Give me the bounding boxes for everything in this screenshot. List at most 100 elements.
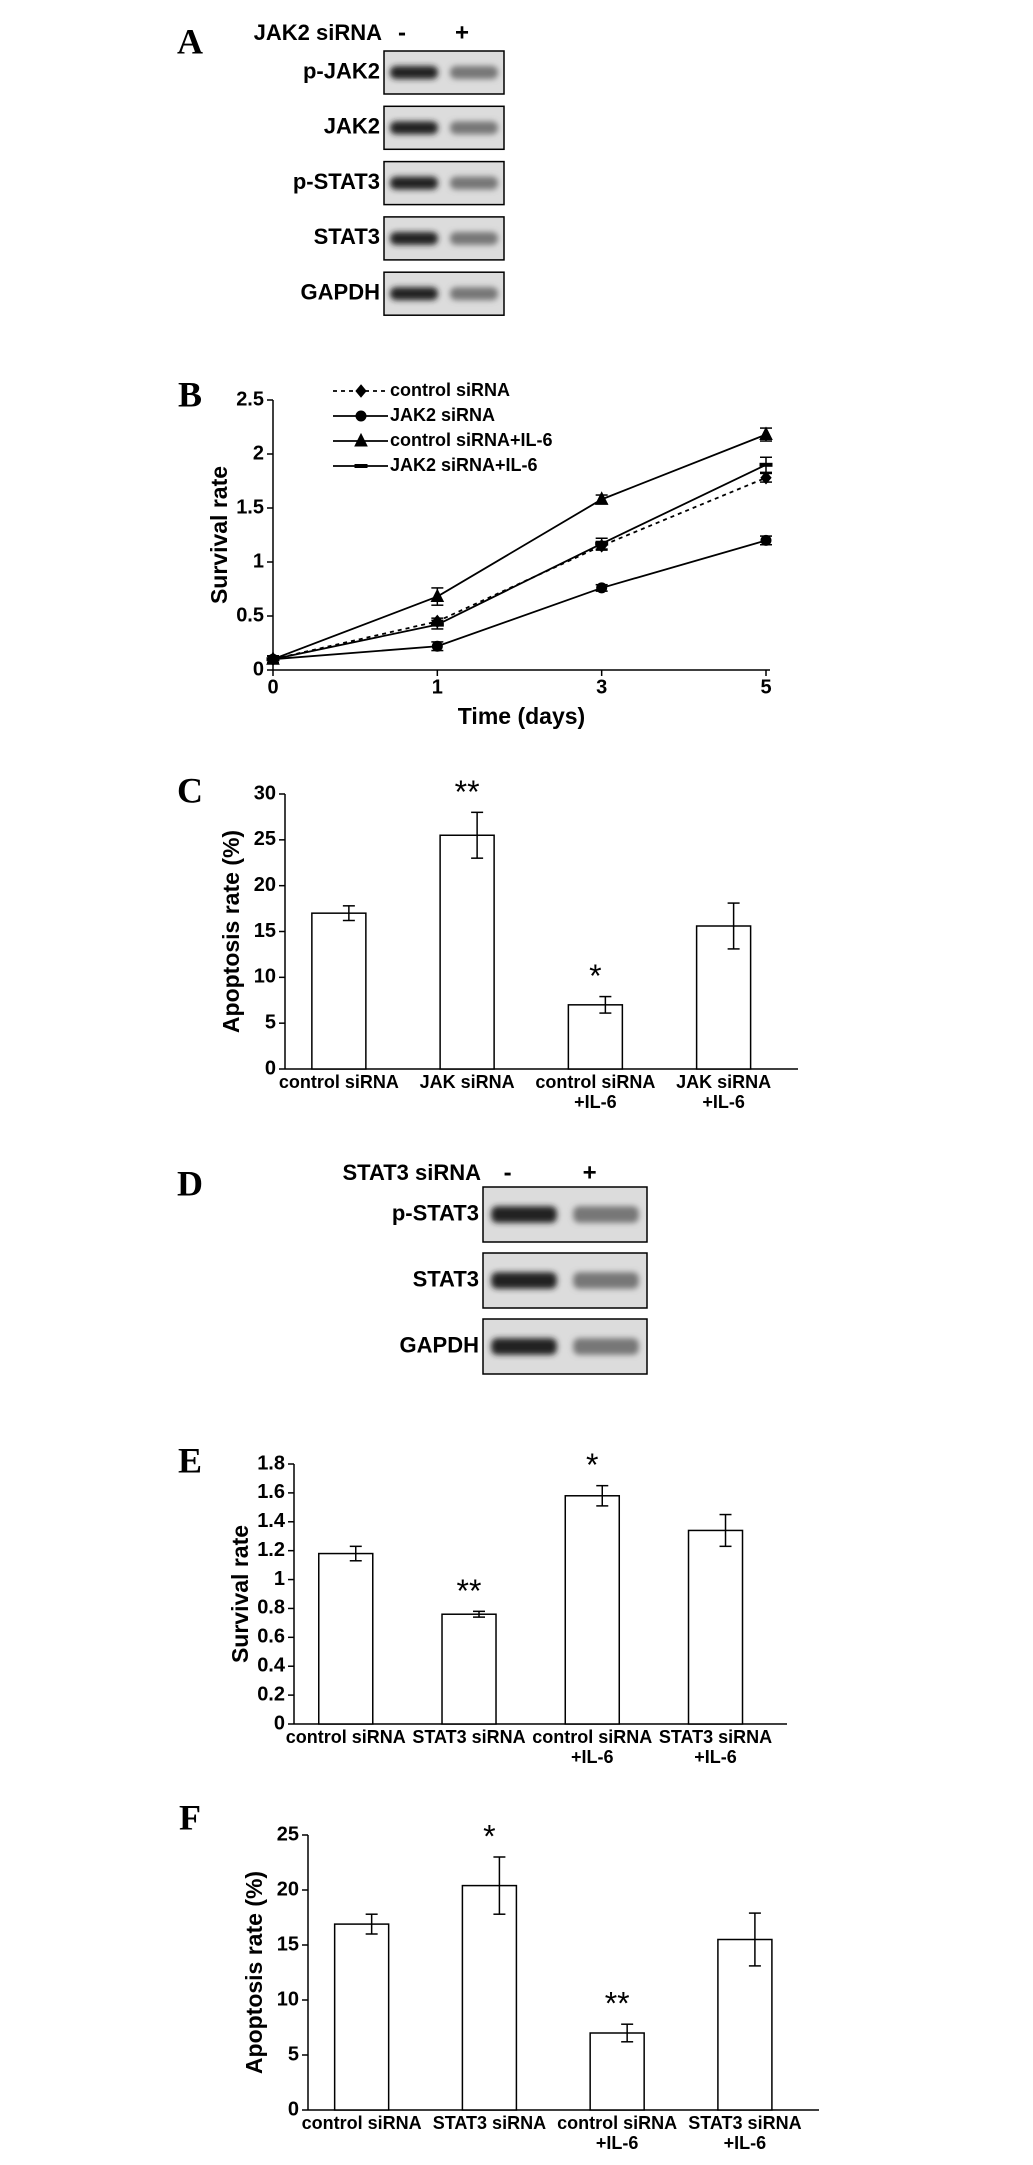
y-tick-label: 0 (253, 658, 264, 680)
x-tick-label: +IL-6 (571, 1747, 614, 1767)
y-tick-label: 0 (265, 1057, 276, 1079)
marker (430, 588, 445, 603)
row-label: STAT3 (314, 224, 380, 249)
band (390, 231, 438, 245)
x-tick-label: +IL-6 (596, 2133, 639, 2153)
y-tick-label: 10 (254, 966, 276, 988)
marker (355, 410, 367, 422)
bar (311, 912, 367, 1070)
bar (439, 834, 495, 1070)
y-tick-label: 0 (288, 2098, 299, 2120)
annotation: ** (605, 1986, 630, 2022)
y-tick-label: 1.2 (257, 1539, 285, 1561)
y-tick-label: 0.2 (257, 1683, 285, 1705)
bar (717, 1938, 773, 2111)
bar (564, 1495, 621, 1725)
bar (333, 1923, 390, 2111)
band (573, 1272, 639, 1289)
annotation: * (589, 958, 601, 994)
lane-label: + (583, 1159, 597, 1186)
series-line (272, 433, 767, 661)
x-tick-label: STAT3 siRNA (412, 1727, 525, 1747)
marker (354, 464, 368, 468)
marker (759, 426, 773, 441)
y-tick-label: 1 (274, 1568, 285, 1590)
series-line (272, 463, 767, 661)
bar (441, 1613, 497, 1725)
x-tick-label: control siRNA (557, 2113, 677, 2133)
x-tick-label: 3 (596, 676, 607, 698)
y-tick-label: 0.4 (257, 1655, 286, 1677)
y-tick-label: 15 (254, 920, 276, 942)
marker (594, 491, 609, 505)
y-tick-label: 0 (274, 1712, 285, 1734)
bar (687, 1529, 744, 1725)
row-label: GAPDH (301, 280, 380, 305)
y-tick-label: 10 (277, 1988, 299, 2010)
x-tick-label: +IL-6 (724, 2133, 767, 2153)
y-axis-label: Survival rate (227, 1525, 253, 1663)
legend-label: control siRNA (390, 380, 510, 400)
x-axis-label: Time (days) (458, 703, 585, 729)
marker (266, 657, 280, 662)
band (390, 121, 438, 135)
lane-label: - (398, 19, 406, 46)
marker (595, 541, 609, 546)
legend-label: JAK2 siRNA (390, 405, 495, 425)
x-tick-label: JAK siRNA (420, 1072, 515, 1092)
x-tick-label: control siRNA (279, 1072, 399, 1092)
annotation: * (586, 1447, 598, 1483)
y-tick-label: 30 (254, 782, 276, 804)
x-tick-label: STAT3 siRNA (659, 1727, 772, 1747)
x-tick-label: STAT3 siRNA (688, 2113, 801, 2133)
band (390, 66, 438, 79)
marker (760, 470, 772, 485)
y-tick-label: 1.5 (236, 496, 264, 518)
y-tick-label: 1.8 (257, 1452, 285, 1474)
marker (759, 462, 773, 467)
band (450, 287, 498, 301)
band (390, 287, 438, 301)
annotation: ** (455, 774, 480, 810)
legend-label: control siRNA+IL-6 (390, 430, 553, 450)
y-axis-label: Apoptosis rate (%) (241, 1871, 267, 2074)
y-tick-label: 25 (254, 828, 276, 850)
y-tick-label: 25 (277, 1823, 299, 1845)
y-tick-label: 1 (253, 550, 264, 572)
x-tick-label: +IL-6 (574, 1092, 617, 1112)
band (450, 231, 498, 245)
panel-letter: D (177, 1163, 203, 1203)
x-tick-label: control siRNA (532, 1727, 652, 1747)
row-label: GAPDH (400, 1332, 479, 1357)
band (450, 66, 498, 79)
marker (431, 640, 443, 652)
y-tick-label: 5 (265, 1011, 276, 1033)
band (491, 1206, 557, 1223)
treatment-label: JAK2 siRNA (254, 20, 382, 45)
annotation: ** (457, 1573, 482, 1609)
band (491, 1272, 557, 1289)
marker (596, 582, 608, 594)
band (573, 1338, 639, 1355)
bar (589, 2032, 645, 2111)
marker (760, 534, 772, 546)
lane-label: + (455, 19, 469, 46)
x-tick-label: +IL-6 (702, 1092, 745, 1112)
row-label: JAK2 (324, 114, 380, 139)
y-tick-label: 15 (277, 1933, 299, 1955)
lane-label: - (504, 1159, 512, 1186)
panel-letter: A (177, 21, 203, 61)
y-tick-label: 0.6 (257, 1626, 285, 1648)
panel-letter: E (178, 1440, 202, 1480)
bar (461, 1884, 518, 2111)
x-tick-label: 1 (432, 676, 443, 698)
x-tick-label: control siRNA (535, 1072, 655, 1092)
row-label: STAT3 (413, 1266, 479, 1291)
band (450, 176, 498, 190)
y-tick-label: 0.5 (236, 604, 264, 626)
series-line (272, 476, 767, 661)
band (450, 121, 498, 135)
y-tick-label: 1.4 (257, 1510, 286, 1532)
annotation: * (483, 1818, 495, 1854)
